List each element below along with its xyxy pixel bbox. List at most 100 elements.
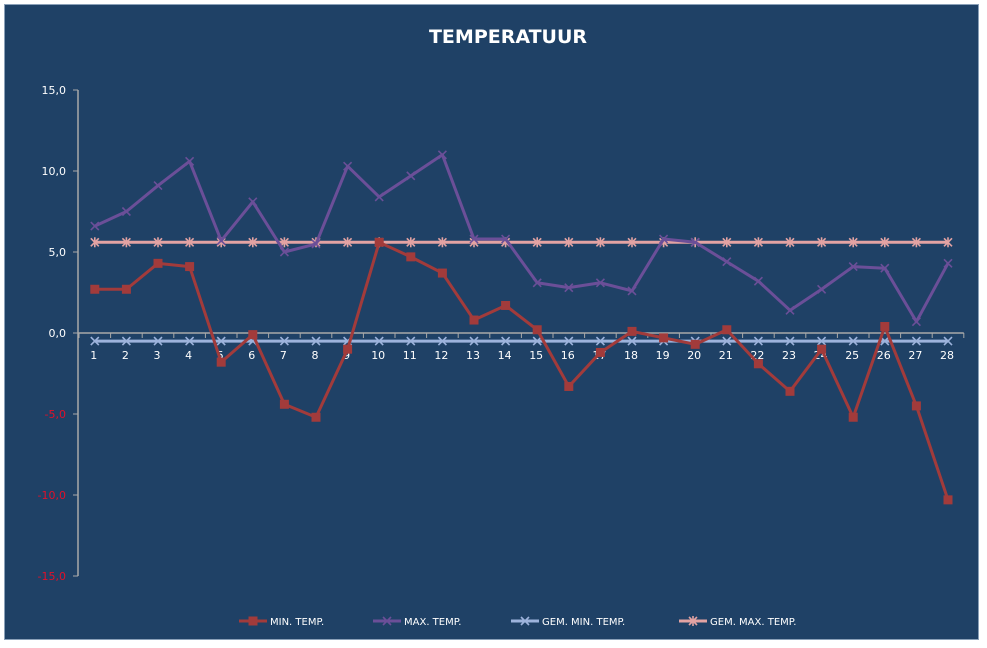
data-point-gem-max-temp — [185, 237, 195, 248]
data-point-min-temp — [406, 252, 416, 262]
data-point-min-temp — [532, 325, 542, 335]
legend-marker — [688, 616, 698, 626]
data-point-max-temp — [311, 239, 321, 249]
data-point-gem-min-temp — [911, 336, 921, 346]
data-point-min-temp — [216, 357, 226, 367]
data-point-max-temp — [848, 262, 858, 272]
legend-entry: GEM. MIN. TEMP. — [511, 616, 625, 628]
data-point-gem-min-temp — [785, 336, 795, 346]
legend-marker — [520, 616, 530, 626]
x-tick-label: 4 — [185, 349, 192, 362]
data-point-min-temp — [753, 359, 763, 369]
legend-label: MIN. TEMP. — [270, 617, 324, 628]
data-point-gem-max-temp — [437, 237, 447, 248]
legend-marker — [248, 616, 258, 626]
data-point-gem-min-temp — [374, 336, 384, 346]
legend-entry: MAX. TEMP. — [373, 616, 461, 628]
data-point-gem-min-temp — [406, 336, 416, 346]
data-point-min-temp — [722, 325, 732, 335]
data-point-min-temp — [595, 347, 605, 357]
data-point-max-temp — [90, 221, 100, 231]
data-point-gem-max-temp — [532, 237, 542, 248]
data-point-min-temp — [90, 284, 100, 294]
data-point-min-temp — [564, 381, 574, 391]
legend-entry: GEM. MAX. TEMP. — [679, 616, 796, 628]
data-point-max-temp — [880, 263, 890, 273]
x-tick-label: 13 — [466, 349, 480, 362]
data-point-max-temp — [690, 237, 700, 247]
data-point-gem-max-temp — [595, 237, 605, 248]
data-point-gem-max-temp — [880, 237, 890, 248]
data-point-gem-min-temp — [753, 336, 763, 346]
data-point-max-temp — [627, 286, 637, 296]
data-point-min-temp — [248, 330, 258, 340]
data-point-gem-min-temp — [564, 336, 574, 346]
data-point-min-temp — [690, 339, 700, 349]
data-point-gem-min-temp — [722, 336, 732, 346]
axes: 15,010,05,00,0-5,0-10,0-15,01 2 3 4 5 6 7 8 9 10 1… — [38, 84, 965, 583]
x-tick-label: 19 — [656, 349, 670, 362]
series-min-temp — [90, 237, 953, 505]
x-tick-label: 9 — [343, 349, 350, 362]
x-tick-label: 18 — [624, 349, 638, 362]
x-tick-label: 28 — [940, 349, 954, 362]
data-point-gem-max-temp — [785, 237, 795, 248]
data-point-min-temp — [185, 262, 195, 272]
data-point-gem-max-temp — [90, 237, 100, 248]
data-point-gem-min-temp — [817, 336, 827, 346]
y-tick-label: -10,0 — [38, 489, 66, 502]
series-max-temp — [90, 150, 953, 327]
legend-entry: MIN. TEMP. — [239, 616, 324, 628]
data-point-min-temp — [880, 322, 890, 332]
data-point-max-temp — [437, 150, 447, 160]
x-tick-label: 21 — [719, 349, 733, 362]
data-point-min-temp — [374, 237, 384, 247]
data-point-gem-min-temp — [185, 336, 195, 346]
x-tick-label: 15 — [529, 349, 543, 362]
data-point-min-temp — [848, 412, 858, 422]
x-tick-label: 6 — [248, 349, 255, 362]
data-point-max-temp — [374, 192, 384, 202]
x-tick-label: 2 — [122, 349, 129, 362]
x-tick-label: 10 — [371, 349, 385, 362]
y-tick-label: 5,0 — [49, 246, 67, 259]
x-tick-label: 16 — [561, 349, 575, 362]
data-point-max-temp — [753, 276, 763, 286]
data-point-min-temp — [501, 300, 511, 310]
data-point-gem-min-temp — [90, 336, 100, 346]
series-gem-min-temp — [90, 336, 953, 346]
data-point-max-temp — [911, 317, 921, 327]
x-tick-label: 3 — [154, 349, 161, 362]
series-layer — [90, 150, 953, 505]
data-point-min-temp — [437, 268, 447, 278]
series-gem-max-temp — [90, 237, 953, 248]
x-tick-label: 11 — [403, 349, 417, 362]
data-point-max-temp — [469, 234, 479, 244]
data-point-gem-min-temp — [501, 336, 511, 346]
data-point-gem-max-temp — [248, 237, 258, 248]
data-point-max-temp — [532, 278, 542, 288]
data-point-gem-max-temp — [911, 237, 921, 248]
x-tick-label: 27 — [908, 349, 922, 362]
data-point-max-temp — [121, 206, 131, 217]
y-tick-label: -15,0 — [38, 570, 66, 583]
x-tick-label: 12 — [434, 349, 448, 362]
data-point-gem-max-temp — [627, 237, 637, 248]
data-point-gem-max-temp — [943, 237, 953, 248]
data-point-gem-max-temp — [121, 237, 131, 248]
data-point-max-temp — [785, 305, 795, 315]
data-point-gem-min-temp — [532, 336, 542, 346]
data-point-gem-max-temp — [406, 237, 416, 248]
data-point-max-temp — [216, 236, 226, 246]
y-tick-label: 10,0 — [42, 165, 67, 178]
data-point-max-temp — [406, 171, 416, 181]
data-point-gem-min-temp — [153, 336, 163, 346]
data-point-max-temp — [279, 247, 289, 257]
data-point-max-temp — [343, 161, 353, 171]
x-tick-label: 14 — [498, 349, 512, 362]
data-point-max-temp — [501, 234, 511, 244]
data-point-max-temp — [595, 278, 605, 288]
data-point-min-temp — [627, 326, 637, 336]
legend: MIN. TEMP. MAX. TEMP. GEM. MIN. TEMP. GEM. … — [239, 616, 796, 628]
